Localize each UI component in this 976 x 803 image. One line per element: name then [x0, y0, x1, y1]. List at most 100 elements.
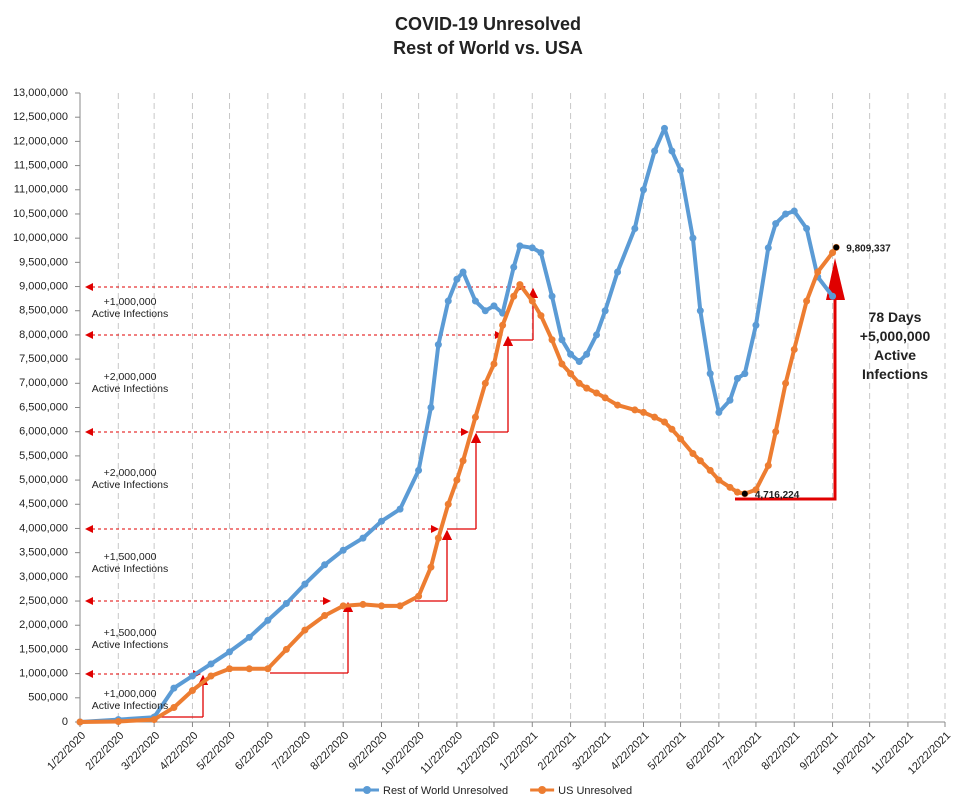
- data-point: [829, 249, 837, 257]
- callout: Active: [874, 347, 916, 363]
- data-point: [706, 370, 714, 378]
- data-point: [689, 234, 697, 242]
- data-point: [772, 428, 780, 436]
- data-point: [631, 406, 639, 414]
- data-point: [264, 665, 272, 673]
- x-tick-label: 8/22/2021: [759, 730, 802, 773]
- data-point: [415, 592, 423, 600]
- data-point: [696, 457, 704, 465]
- data-point: [321, 612, 329, 620]
- data-point: [601, 394, 609, 402]
- x-tick-label: 8/22/2020: [308, 730, 351, 773]
- data-point: [668, 147, 676, 155]
- data-point: [696, 307, 704, 315]
- data-point: [790, 207, 798, 215]
- x-tick-label: 4/22/2021: [609, 730, 652, 773]
- annotation: +1,000,000: [104, 296, 157, 308]
- step-arrows: [85, 258, 845, 718]
- data-label: 9,809,337: [846, 243, 891, 254]
- data-point: [321, 561, 329, 569]
- data-point: [245, 633, 253, 641]
- x-tick-label: 7/22/2021: [721, 730, 764, 773]
- y-tick-label: 4,000,000: [19, 522, 68, 534]
- data-point: [444, 500, 452, 508]
- data-point: [528, 244, 536, 252]
- data-point: [558, 336, 566, 344]
- data-point: [790, 345, 798, 353]
- data-point: [741, 370, 749, 378]
- data-point: [481, 379, 489, 387]
- y-tick-label: 3,500,000: [19, 547, 68, 559]
- legend: Rest of World Unresolved US Unresolved: [355, 785, 632, 797]
- chart-title: COVID-19 Unresolved: [395, 14, 581, 34]
- chart-subtitle: Rest of World vs. USA: [393, 38, 583, 58]
- highlight-point: [833, 244, 840, 251]
- data-point: [639, 186, 647, 194]
- data-point: [339, 546, 347, 554]
- data-point: [301, 626, 309, 634]
- y-tick-label: 7,000,000: [19, 377, 68, 389]
- x-tick-label: 1/22/2020: [45, 730, 88, 773]
- data-point: [660, 418, 668, 426]
- data-point: [803, 224, 811, 232]
- y-tick-label: 3,000,000: [19, 571, 68, 583]
- data-point: [583, 384, 591, 392]
- y-tick-label: 12,500,000: [13, 111, 68, 123]
- data-point: [481, 307, 489, 315]
- legend-label: Rest of World Unresolved: [383, 785, 508, 797]
- data-point: [651, 147, 659, 155]
- y-tick-label: 6,000,000: [19, 426, 68, 438]
- y-tick-label: 10,500,000: [13, 208, 68, 220]
- data-point: [715, 476, 723, 484]
- data-point: [396, 505, 404, 513]
- annotation: Active Infections: [92, 563, 168, 575]
- data-point: [752, 486, 760, 494]
- data-point: [459, 268, 467, 276]
- data-point: [245, 665, 253, 673]
- data-point: [301, 580, 309, 588]
- data-point: [593, 331, 601, 339]
- data-point: [715, 408, 723, 416]
- y-tick-label: 500,000: [28, 692, 68, 704]
- y-tick-label: 1,500,000: [19, 643, 68, 655]
- data-point: [575, 358, 583, 366]
- y-tick-label: 4,500,000: [19, 498, 68, 510]
- data-point: [558, 360, 566, 368]
- data-point: [639, 408, 647, 416]
- data-point: [434, 534, 442, 542]
- callout: Infections: [862, 366, 928, 382]
- y-tick-label: 8,500,000: [19, 305, 68, 317]
- annotation: +1,500,000: [104, 627, 157, 639]
- data-point: [677, 166, 685, 174]
- x-tick-label: 4/22/2020: [158, 730, 201, 773]
- annotation: Active Infections: [92, 383, 168, 395]
- data-point: [601, 307, 609, 315]
- data-point: [264, 616, 272, 624]
- y-tick-label: 2,000,000: [19, 619, 68, 631]
- data-point: [706, 466, 714, 474]
- data-point: [516, 281, 524, 289]
- data-point: [378, 517, 386, 525]
- y-tick-label: 10,000,000: [13, 232, 68, 244]
- x-tick-label: 6/22/2020: [233, 730, 276, 773]
- data-point: [453, 476, 461, 484]
- data-point: [660, 124, 668, 132]
- data-point: [567, 350, 575, 358]
- x-tick-label: 7/22/2020: [270, 730, 313, 773]
- data-point: [226, 665, 234, 673]
- data-point: [510, 292, 518, 300]
- data-point: [427, 563, 435, 571]
- y-tick-label: 12,000,000: [13, 135, 68, 147]
- data-point: [207, 660, 215, 668]
- data-point: [453, 275, 461, 283]
- data-point: [396, 602, 404, 610]
- x-tick-label: 3/22/2020: [119, 730, 162, 773]
- legend-swatch-dot: [363, 786, 371, 794]
- data-point: [726, 483, 734, 491]
- y-tick-label: 5,000,000: [19, 474, 68, 486]
- legend-swatch-dot: [538, 786, 547, 794]
- annotation: Active Infections: [92, 700, 168, 712]
- data-point: [114, 718, 122, 726]
- y-tick-label: 0: [62, 716, 68, 728]
- data-point: [726, 396, 734, 404]
